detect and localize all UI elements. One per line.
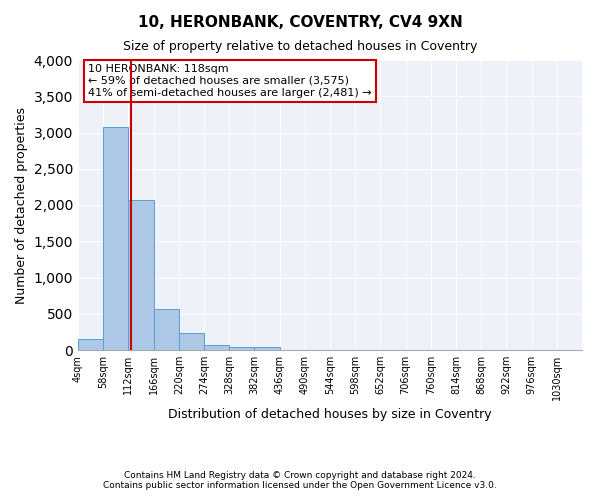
Text: Contains HM Land Registry data © Crown copyright and database right 2024.
Contai: Contains HM Land Registry data © Crown c…	[103, 470, 497, 490]
Bar	[154, 310, 179, 350]
Text: 10, HERONBANK, COVENTRY, CV4 9XN: 10, HERONBANK, COVENTRY, CV4 9XN	[137, 15, 463, 30]
Bar	[103, 126, 128, 350]
Bar	[204, 345, 229, 350]
Bar	[78, 339, 103, 350]
Text: 10 HERONBANK: 118sqm
← 59% of detached houses are smaller (3,575)
41% of semi-de: 10 HERONBANK: 118sqm ← 59% of detached h…	[88, 64, 372, 98]
Bar	[229, 347, 254, 350]
Text: Size of property relative to detached houses in Coventry: Size of property relative to detached ho…	[123, 40, 477, 53]
Y-axis label: Number of detached properties: Number of detached properties	[15, 106, 28, 304]
Bar	[254, 347, 280, 350]
X-axis label: Distribution of detached houses by size in Coventry: Distribution of detached houses by size …	[168, 408, 492, 422]
Bar	[179, 333, 204, 350]
Bar	[128, 200, 154, 350]
